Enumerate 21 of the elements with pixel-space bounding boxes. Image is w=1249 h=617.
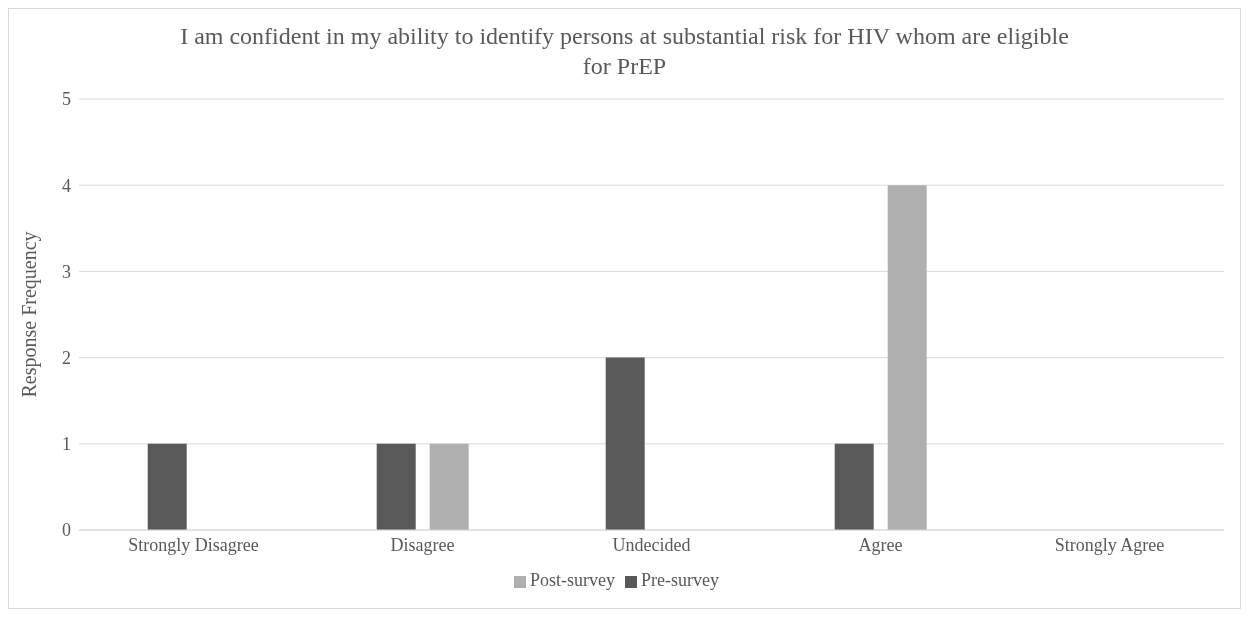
x-tick-label: Strongly Agree	[1054, 534, 1165, 555]
bar	[605, 357, 645, 530]
y-axis-title: Response Frequency	[18, 231, 42, 398]
x-tick-label: Disagree	[390, 534, 455, 555]
x-tick-label: Agree	[858, 534, 903, 555]
bar	[147, 443, 187, 530]
bar	[376, 443, 416, 530]
x-tick-label: Undecided	[612, 534, 691, 555]
y-tick-label: 3	[62, 261, 71, 282]
y-tick-label: 4	[62, 175, 71, 196]
legend-label: Pre-survey	[641, 570, 719, 590]
chart-title: I am confident in my ability to identify persons at substantial risk for HIV whom are eligible for PrEP	[179, 22, 1070, 81]
x-tick-label: Strongly Disagree	[128, 534, 259, 555]
y-tick-label: 5	[62, 89, 71, 110]
y-tick-label: 1	[62, 434, 71, 455]
y-tick-label: 0	[62, 520, 71, 541]
bar	[834, 443, 874, 530]
y-tick-label: 2	[62, 347, 71, 368]
bar	[429, 443, 469, 530]
legend-label: Post-survey	[530, 570, 615, 590]
bar	[887, 185, 927, 530]
